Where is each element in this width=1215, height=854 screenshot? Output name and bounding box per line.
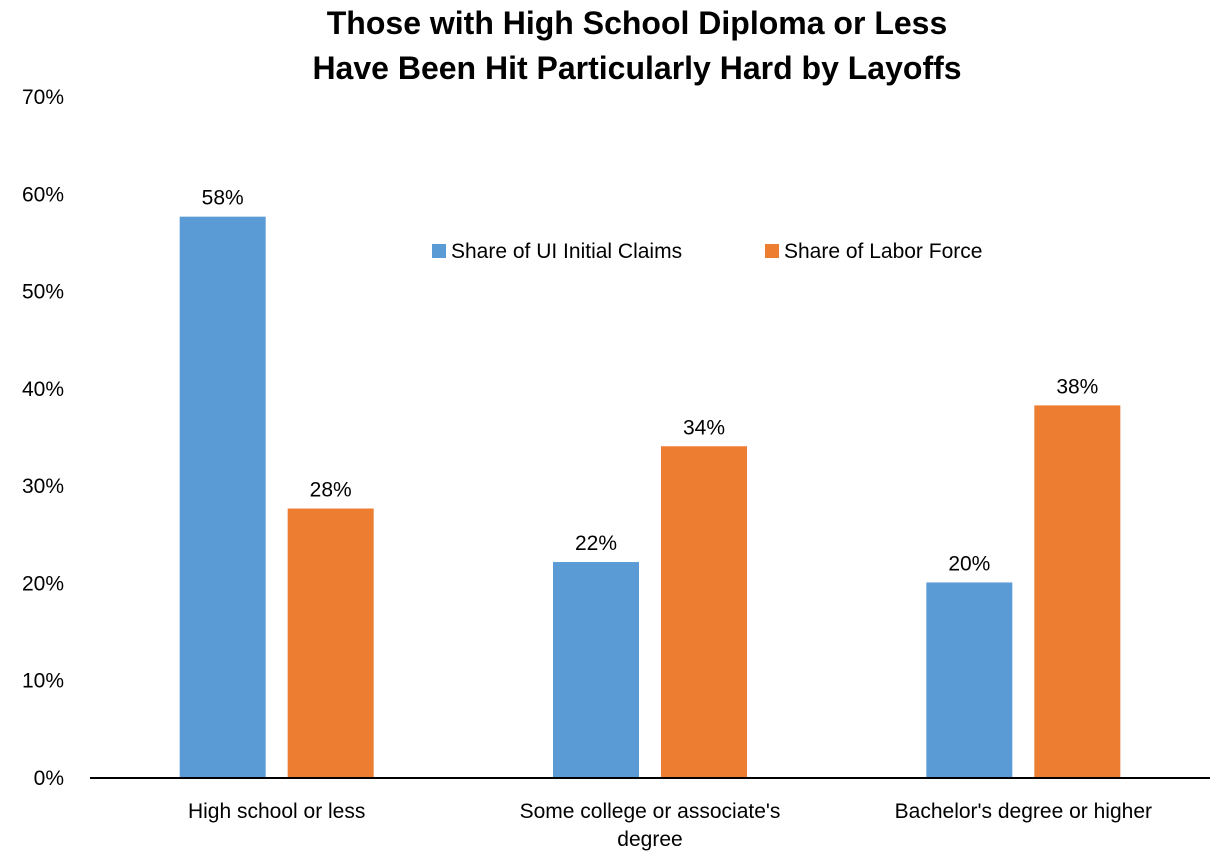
x-axis: High school or less Some college or assoc… (90, 777, 1210, 851)
y-tick-label: 60% (22, 183, 64, 206)
y-tick-label: 40% (22, 378, 64, 401)
bar-ui-claims (179, 216, 266, 778)
data-label: 58% (202, 187, 244, 210)
x-tick-label: High school or less (188, 800, 365, 823)
bar-labor-force (661, 446, 747, 778)
x-tick-label: degree (617, 828, 682, 851)
chart-title-line-2: Have Been Hit Particularly Hard by Layof… (312, 50, 961, 86)
legend-swatch (765, 244, 779, 258)
y-axis: 0% 10% 20% 30% 40% 50% 60% 70% (22, 86, 64, 790)
chart-title: Those with High School Diploma or Less H… (312, 5, 961, 86)
bar-labor-force (1034, 405, 1121, 778)
legend-label: Share of Labor Force (784, 240, 982, 263)
legend-label: Share of UI Initial Claims (451, 240, 682, 263)
y-tick-label: 20% (22, 572, 64, 595)
x-tick-label: Some college or associate's (520, 800, 781, 823)
bar-ui-claims (926, 582, 1013, 778)
data-label: 20% (948, 552, 990, 575)
legend: Share of UI Initial Claims Share of Labor… (432, 240, 982, 263)
legend-swatch (432, 244, 446, 258)
data-label: 34% (683, 416, 725, 439)
data-labels: 58% 28% 22% 34% 20% 38% (202, 187, 1099, 576)
bar-labor-force (287, 508, 374, 778)
y-tick-label: 70% (22, 86, 64, 109)
data-label: 38% (1056, 375, 1098, 398)
bar-ui-claims (553, 562, 639, 778)
y-tick-label: 0% (34, 767, 64, 790)
data-label: 28% (310, 479, 352, 502)
y-tick-label: 10% (22, 670, 64, 693)
y-tick-label: 30% (22, 475, 64, 498)
bars (179, 216, 1121, 778)
y-tick-label: 50% (22, 281, 64, 304)
x-tick-label: Bachelor's degree or higher (895, 800, 1152, 823)
data-label: 22% (575, 532, 617, 555)
chart-title-line-1: Those with High School Diploma or Less (327, 5, 948, 41)
